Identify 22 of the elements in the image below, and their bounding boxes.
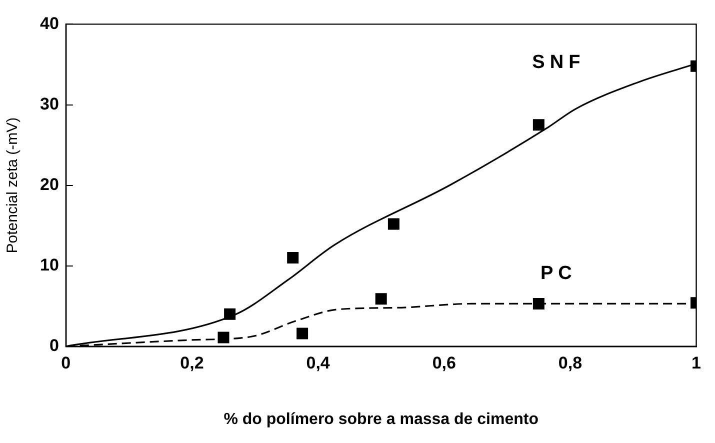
- x-tick-label: 0,4: [306, 353, 330, 372]
- x-tick-label: 0,6: [432, 353, 456, 372]
- x-axis-title: % do polímero sobre a massa de cimento: [224, 410, 539, 428]
- point: [532, 298, 544, 310]
- point: [296, 328, 308, 340]
- y-axis-title: Potencial zeta (-mV): [4, 117, 22, 254]
- y-tick-label: 20: [40, 174, 59, 194]
- x-tick-label: 1: [692, 353, 702, 372]
- x-tick-label: 0: [61, 353, 71, 372]
- text: SNF: [532, 52, 586, 74]
- series-label: PC: [540, 262, 577, 284]
- point: [388, 218, 400, 230]
- y-tick-label: 0: [49, 336, 59, 356]
- y-tick-label: 30: [40, 94, 59, 114]
- y-tick-label: 10: [40, 256, 59, 275]
- point: [218, 332, 230, 344]
- point: [532, 119, 544, 131]
- point: [375, 293, 387, 305]
- x-tick-label: 0,8: [558, 353, 582, 372]
- x-tick-label: 0,2: [180, 353, 204, 372]
- y-tick-label: 40: [40, 14, 59, 33]
- point: [287, 252, 299, 264]
